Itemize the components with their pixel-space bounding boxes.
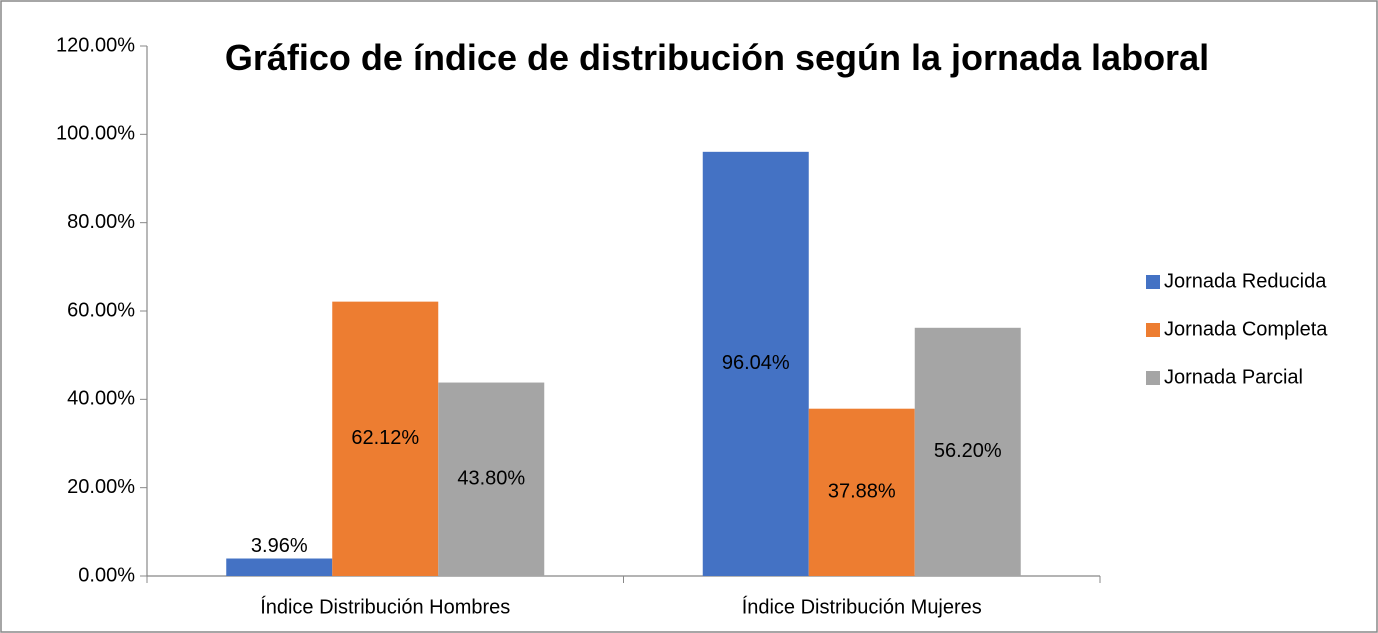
bar xyxy=(332,301,439,576)
y-tick-label: 100.00% xyxy=(56,123,135,145)
data-label: 43.80% xyxy=(457,468,525,490)
bar xyxy=(702,151,809,576)
data-label: 3.96% xyxy=(251,535,308,557)
bar xyxy=(808,408,915,576)
y-tick-label: 60.00% xyxy=(67,299,135,321)
y-tick-label: 120.00% xyxy=(56,34,135,56)
legend-label: Jornada Completa xyxy=(1164,318,1328,340)
x-tick-label: Índice Distribución Mujeres xyxy=(742,595,982,618)
legend-swatch xyxy=(1146,275,1160,289)
x-tick-label: Índice Distribución Hombres xyxy=(260,595,510,618)
data-label: 96.04% xyxy=(722,352,790,374)
y-tick-label: 40.00% xyxy=(67,388,135,410)
legend-swatch xyxy=(1146,371,1160,385)
legend-label: Jornada Parcial xyxy=(1164,366,1303,388)
data-label: 62.12% xyxy=(351,427,419,449)
bar xyxy=(438,382,545,576)
legend-swatch xyxy=(1146,323,1160,337)
data-label: 37.88% xyxy=(828,481,896,503)
legend-label: Jornada Reducida xyxy=(1164,270,1327,292)
y-tick-label: 20.00% xyxy=(67,476,135,498)
chart-title: Gráfico de índice de distribución según … xyxy=(224,37,1210,78)
y-tick-label: 0.00% xyxy=(78,564,135,586)
bar xyxy=(914,327,1021,576)
y-tick-label: 80.00% xyxy=(67,211,135,233)
data-label: 56.20% xyxy=(934,440,1002,462)
bar xyxy=(226,558,333,576)
